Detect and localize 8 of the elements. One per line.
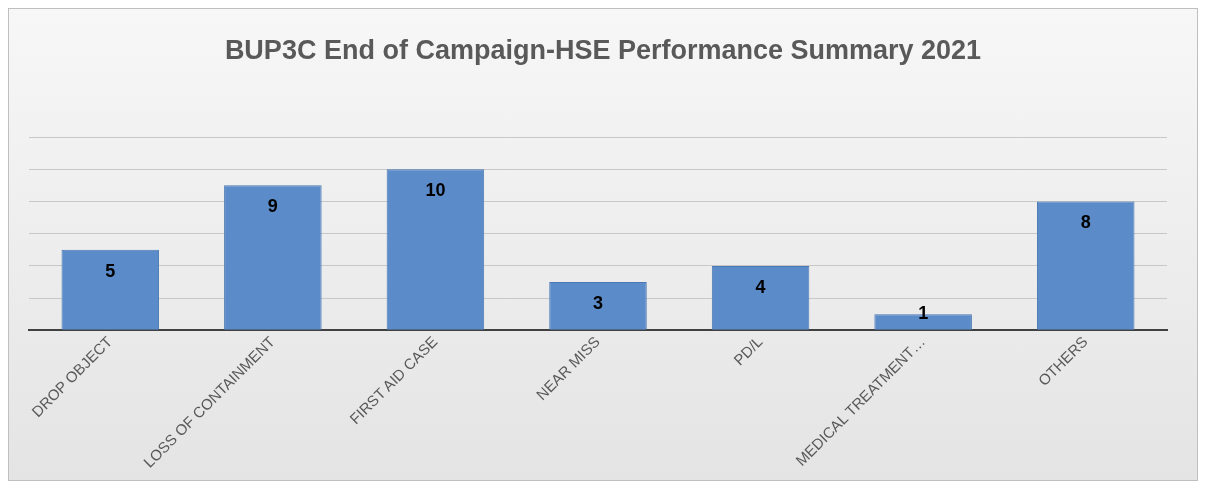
- data-label: 10: [425, 180, 446, 201]
- chart-title: BUP3C End of Campaign-HSE Performance Summary 2021: [223, 34, 983, 67]
- data-label: 4: [755, 276, 766, 297]
- data-label: 3: [592, 292, 604, 313]
- data-label: 8: [1080, 212, 1091, 233]
- data-label: 1: [918, 303, 929, 324]
- data-label: 9: [267, 196, 278, 217]
- data-label: 5: [105, 260, 116, 281]
